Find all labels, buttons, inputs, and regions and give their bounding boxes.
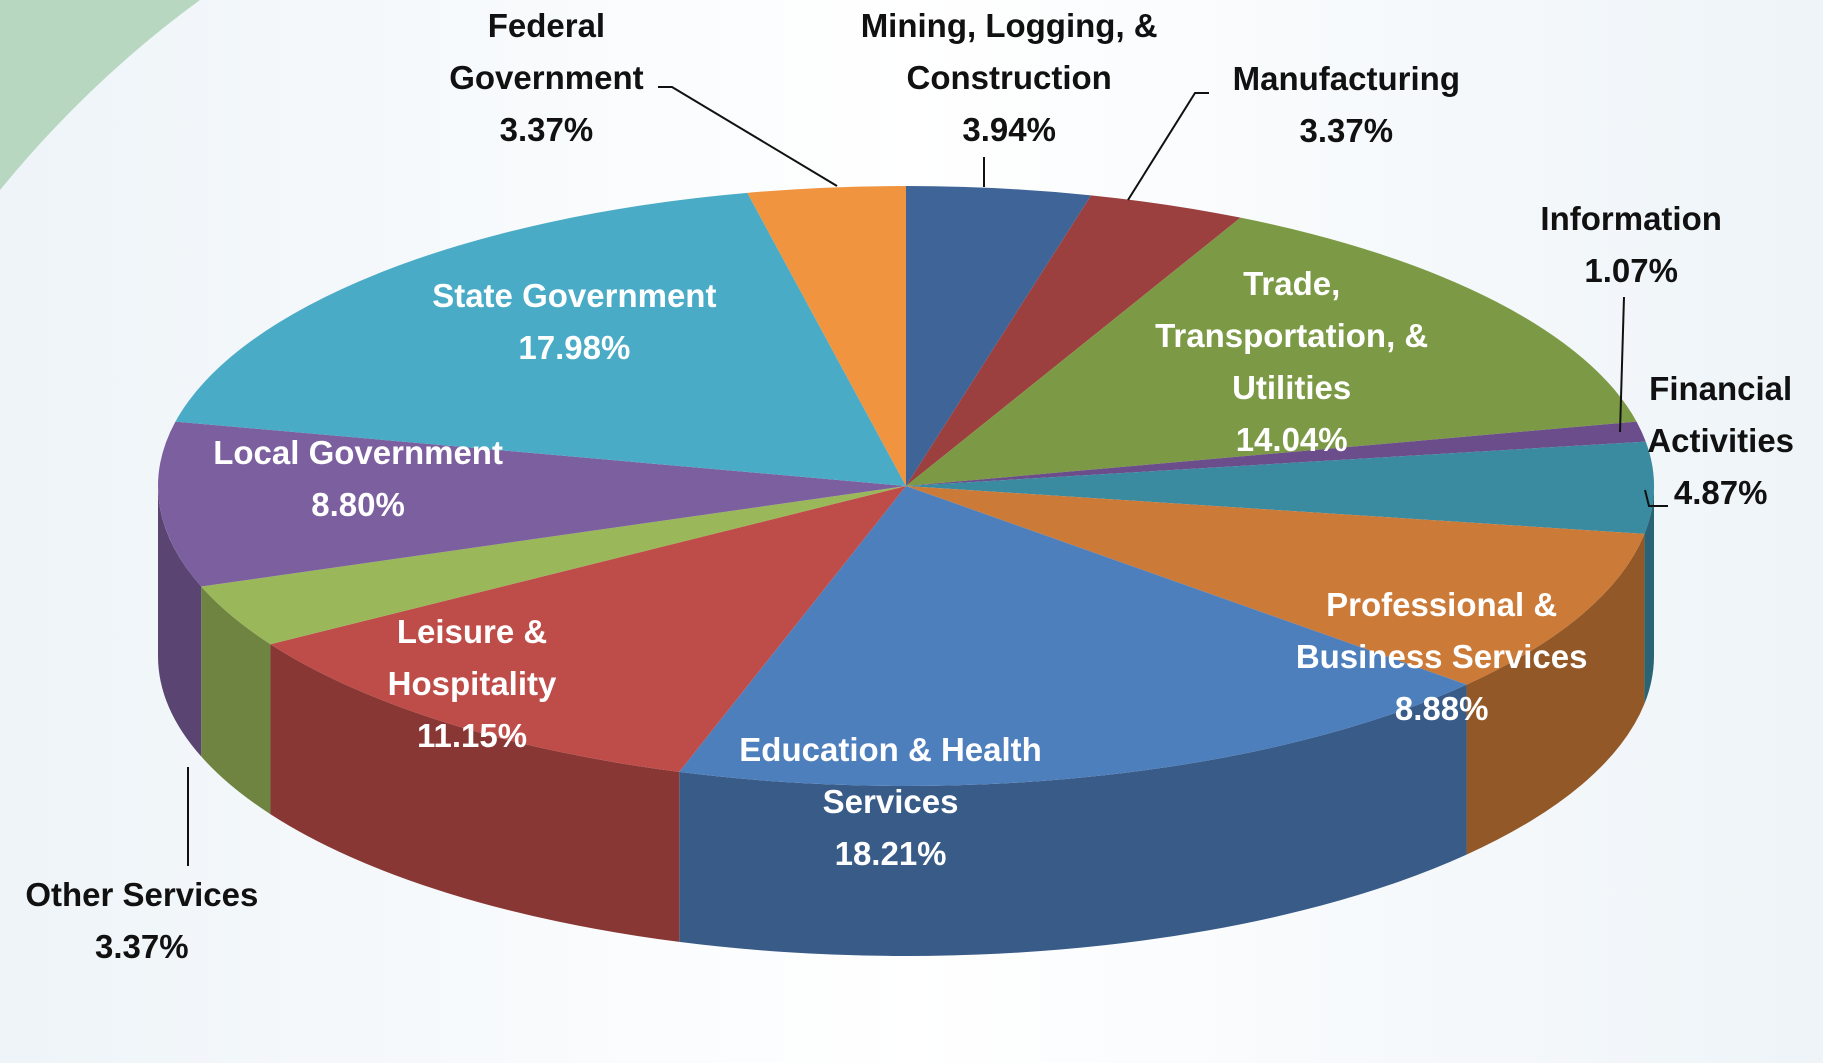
pie-slice: [906, 217, 1637, 486]
value-label: 17.98%: [518, 329, 631, 367]
leader-lines: [187, 86, 1668, 866]
slice-label: Trade, Transportation, & Utilities 14.04%: [1119, 258, 1464, 466]
pie-slice: [906, 186, 1092, 486]
slice-label: State Government 17.98%: [432, 270, 716, 374]
pie-slice: [175, 192, 907, 486]
slice-label: Other Services 3.37%: [25, 869, 258, 973]
pie-slice: [270, 486, 907, 772]
slice-label: Local Government 8.80%: [213, 427, 503, 531]
pie-side: [201, 586, 271, 815]
value-label: 1.07%: [1584, 251, 1678, 289]
slice-label: Leisure & Hospitality 11.15%: [355, 606, 590, 762]
slice-label: Mining, Logging, & Construction 3.94%: [819, 0, 1199, 156]
category-label: Trade, Transportation, & Utilities: [1155, 264, 1429, 406]
value-label: 3.37%: [95, 928, 189, 966]
category-label: Education & Health Services: [739, 730, 1042, 820]
category-label: Information: [1540, 199, 1722, 237]
pie-side: [270, 644, 680, 942]
value-label: 8.80%: [311, 486, 405, 524]
leader-line: [1619, 296, 1625, 433]
value-label: 4.87%: [1673, 474, 1768, 512]
value-label: 3.37%: [1299, 112, 1394, 150]
slice-label: Information 1.07%: [1540, 193, 1721, 297]
pie-slice: [906, 195, 1241, 486]
leader-line: [1127, 92, 1209, 201]
pie-slice: [157, 421, 906, 587]
leader-line: [658, 86, 838, 187]
slice-label: Professional & Business Services 8.88%: [1257, 579, 1627, 735]
category-label: Other Services: [25, 876, 259, 914]
pie-slice: [906, 441, 1655, 534]
value-label: 3.94%: [962, 110, 1056, 148]
category-label: State Government: [432, 277, 717, 315]
value-label: 18.21%: [834, 834, 947, 872]
pie-slice: [906, 421, 1646, 486]
leader-line: [1644, 489, 1668, 507]
category-label: Federal Government: [449, 6, 644, 96]
pie-side: [1644, 486, 1654, 704]
pie: [157, 186, 1655, 957]
corner-decoration: [0, 0, 200, 190]
category-label: Leisure & Hospitality: [387, 613, 557, 703]
slice-label: Financial Activities 4.87%: [1623, 363, 1818, 519]
value-label: 11.15%: [416, 717, 528, 755]
pie-side: [1466, 533, 1645, 855]
value-label: 3.37%: [499, 110, 594, 148]
pie-slice: [906, 486, 1645, 685]
pie-slice: [679, 486, 1467, 786]
pie-side: [158, 486, 202, 757]
category-label: Manufacturing: [1232, 60, 1460, 98]
slice-label: Manufacturing 3.37%: [1233, 53, 1460, 157]
pie-side: [679, 684, 1467, 957]
pie-slice: [201, 486, 907, 645]
value-label: 14.04%: [1235, 420, 1348, 458]
category-label: Local Government: [213, 434, 503, 472]
value-label: 8.88%: [1394, 689, 1489, 727]
pie-slice: [747, 186, 906, 486]
category-label: Professional & Business Services: [1295, 585, 1588, 675]
category-label: Financial Activities: [1647, 370, 1795, 460]
category-label: Mining, Logging, & Construction: [860, 6, 1158, 96]
slice-label: Education & Health Services 18.21%: [701, 724, 1081, 880]
slice-label: Federal Government 3.37%: [421, 0, 671, 156]
